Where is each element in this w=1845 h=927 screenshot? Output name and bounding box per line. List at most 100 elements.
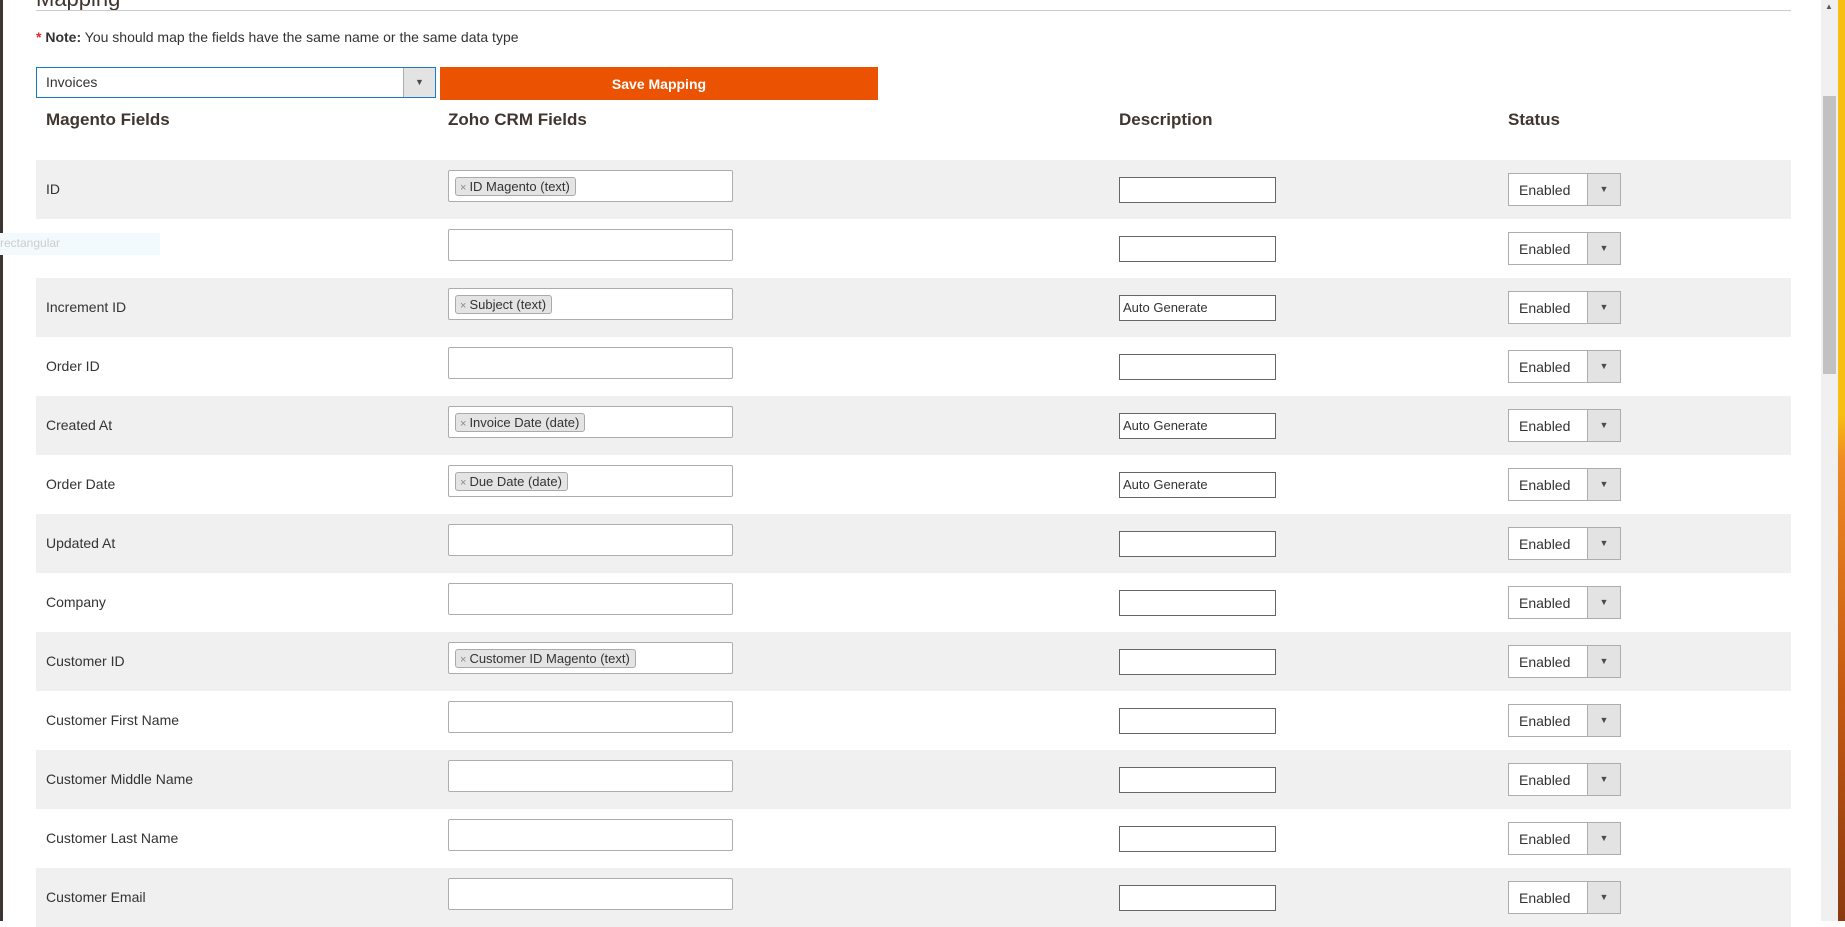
magento-field-label: Customer Middle Name <box>46 771 194 787</box>
status-value: Enabled <box>1519 241 1571 257</box>
tag-label: Customer ID Magento (text) <box>469 651 630 666</box>
magento-field-label: Created At <box>46 417 113 433</box>
zoho-field-input[interactable] <box>448 347 733 379</box>
zoho-field-input[interactable] <box>448 583 733 615</box>
status-select[interactable]: Enabled ▼ <box>1508 173 1621 206</box>
zoho-field-input[interactable] <box>448 524 733 556</box>
section-title: Mapping <box>36 0 120 12</box>
note-label: Note: <box>45 29 82 45</box>
chevron-down-icon[interactable]: ▼ <box>1587 410 1620 441</box>
description-input[interactable]: Auto Generate <box>1119 472 1276 498</box>
status-value: Enabled <box>1519 359 1571 375</box>
status-select[interactable]: Enabled ▼ <box>1508 232 1621 265</box>
remove-tag-icon[interactable]: × <box>460 300 467 312</box>
scrollbar[interactable]: ▲ <box>1821 0 1838 921</box>
background-strip <box>1838 0 1845 921</box>
description-input[interactable] <box>1119 708 1276 734</box>
tooltip-text: rectangular <box>0 236 61 250</box>
status-select[interactable]: Enabled ▼ <box>1508 291 1621 324</box>
note-text: You should map the fields have the same … <box>81 29 519 45</box>
magento-field-label: Company <box>46 594 106 610</box>
status-select[interactable]: Enabled ▼ <box>1508 468 1621 501</box>
table-row: Order Date × Due Date (date) Auto Generate… <box>36 455 1791 514</box>
status-value: Enabled <box>1519 418 1571 434</box>
description-input[interactable] <box>1119 236 1276 262</box>
zoho-field-input[interactable] <box>448 819 733 851</box>
table-row: Updated At Enabled ▼ <box>36 514 1791 573</box>
remove-tag-icon[interactable]: × <box>460 654 467 666</box>
save-mapping-button[interactable]: Save Mapping <box>440 67 878 100</box>
tag-label: Due Date (date) <box>469 474 562 489</box>
description-input[interactable] <box>1119 826 1276 852</box>
status-select[interactable]: Enabled ▼ <box>1508 586 1621 619</box>
status-value: Enabled <box>1519 182 1571 198</box>
table-row: Created At × Invoice Date (date) Auto Gene… <box>36 396 1791 455</box>
status-select[interactable]: Enabled ▼ <box>1508 350 1621 383</box>
zoho-field-input[interactable] <box>448 760 733 792</box>
description-input[interactable] <box>1119 649 1276 675</box>
zoho-field-input[interactable]: × Subject (text) <box>448 288 733 320</box>
description-input[interactable] <box>1119 885 1276 911</box>
note: * Note: You should map the fields have t… <box>36 29 519 45</box>
chevron-down-icon[interactable]: ▼ <box>1587 174 1620 205</box>
magento-field-label: Customer ID <box>46 653 125 669</box>
description-value: Auto Generate <box>1123 477 1208 492</box>
chevron-down-icon[interactable]: ▼ <box>1587 351 1620 382</box>
magento-field-label: Increment ID <box>46 299 127 315</box>
zoho-field-input[interactable]: × ID Magento (text) <box>448 170 733 202</box>
chevron-down-icon[interactable]: ▼ <box>1587 233 1620 264</box>
chevron-down-icon[interactable]: ▼ <box>1587 587 1620 618</box>
description-input[interactable]: Auto Generate <box>1119 413 1276 439</box>
magento-field-label: Order Date <box>46 476 116 492</box>
chevron-down-icon[interactable]: ▼ <box>1587 528 1620 559</box>
chevron-down-icon[interactable]: ▼ <box>1587 764 1620 795</box>
remove-tag-icon[interactable]: × <box>460 418 467 430</box>
status-select[interactable]: Enabled ▼ <box>1508 704 1621 737</box>
description-input[interactable] <box>1119 531 1276 557</box>
table-row: Customer Email Enabled ▼ <box>36 868 1791 927</box>
tag-label: ID Magento (text) <box>469 179 570 194</box>
scrollbar-thumb[interactable] <box>1823 96 1836 374</box>
tag-label: Invoice Date (date) <box>469 415 580 430</box>
description-input[interactable] <box>1119 590 1276 616</box>
status-select[interactable]: Enabled ▼ <box>1508 527 1621 560</box>
zoho-field-input[interactable] <box>448 878 733 910</box>
chevron-down-icon[interactable]: ▼ <box>1587 646 1620 677</box>
zoho-field-input[interactable]: × Due Date (date) <box>448 465 733 497</box>
remove-tag-icon[interactable]: × <box>460 477 467 489</box>
table-row: Customer Middle Name Enabled ▼ <box>36 750 1791 809</box>
status-select[interactable]: Enabled ▼ <box>1508 409 1621 442</box>
zoho-field-tag: × Due Date (date) <box>455 472 568 491</box>
zoho-field-input[interactable]: × Invoice Date (date) <box>448 406 733 438</box>
description-input[interactable] <box>1119 177 1276 203</box>
description-input[interactable] <box>1119 767 1276 793</box>
status-select[interactable]: Enabled ▼ <box>1508 822 1621 855</box>
status-select[interactable]: Enabled ▼ <box>1508 645 1621 678</box>
scroll-up-icon[interactable]: ▲ <box>1825 2 1833 11</box>
zoho-field-tag: × Subject (text) <box>455 295 553 314</box>
table-row: Increment ID × Subject (text) Auto Generat… <box>36 278 1791 337</box>
remove-tag-icon[interactable]: × <box>460 182 467 194</box>
column-header-magento: Magento Fields <box>46 110 170 129</box>
table-row: State Enabled▼ <box>36 219 1791 278</box>
table-row: Customer Last Name Enabled ▼ <box>36 809 1791 868</box>
chevron-down-icon[interactable]: ▼ <box>1587 882 1620 913</box>
entity-select[interactable]: Invoices ▼ <box>36 67 436 98</box>
status-value: Enabled <box>1519 831 1571 847</box>
chevron-down-icon[interactable]: ▼ <box>1587 469 1620 500</box>
zoho-field-input[interactable] <box>448 701 733 733</box>
tag-label: Subject (text) <box>469 297 547 312</box>
zoho-field-input[interactable] <box>448 229 733 261</box>
chevron-down-icon[interactable]: ▼ <box>1587 823 1620 854</box>
chevron-down-icon[interactable]: ▼ <box>403 68 435 97</box>
table-row: Customer ID × Customer ID Magento (text) E… <box>36 632 1791 691</box>
zoho-field-input[interactable]: × Customer ID Magento (text) <box>448 642 733 674</box>
description-input[interactable] <box>1119 354 1276 380</box>
status-value: Enabled <box>1519 300 1571 316</box>
chevron-down-icon[interactable]: ▼ <box>1587 292 1620 323</box>
status-select[interactable]: Enabled ▼ <box>1508 881 1621 914</box>
chevron-down-icon[interactable]: ▼ <box>1587 705 1620 736</box>
description-value: Auto Generate <box>1123 300 1208 315</box>
description-input[interactable]: Auto Generate <box>1119 295 1276 321</box>
status-select[interactable]: Enabled ▼ <box>1508 763 1621 796</box>
